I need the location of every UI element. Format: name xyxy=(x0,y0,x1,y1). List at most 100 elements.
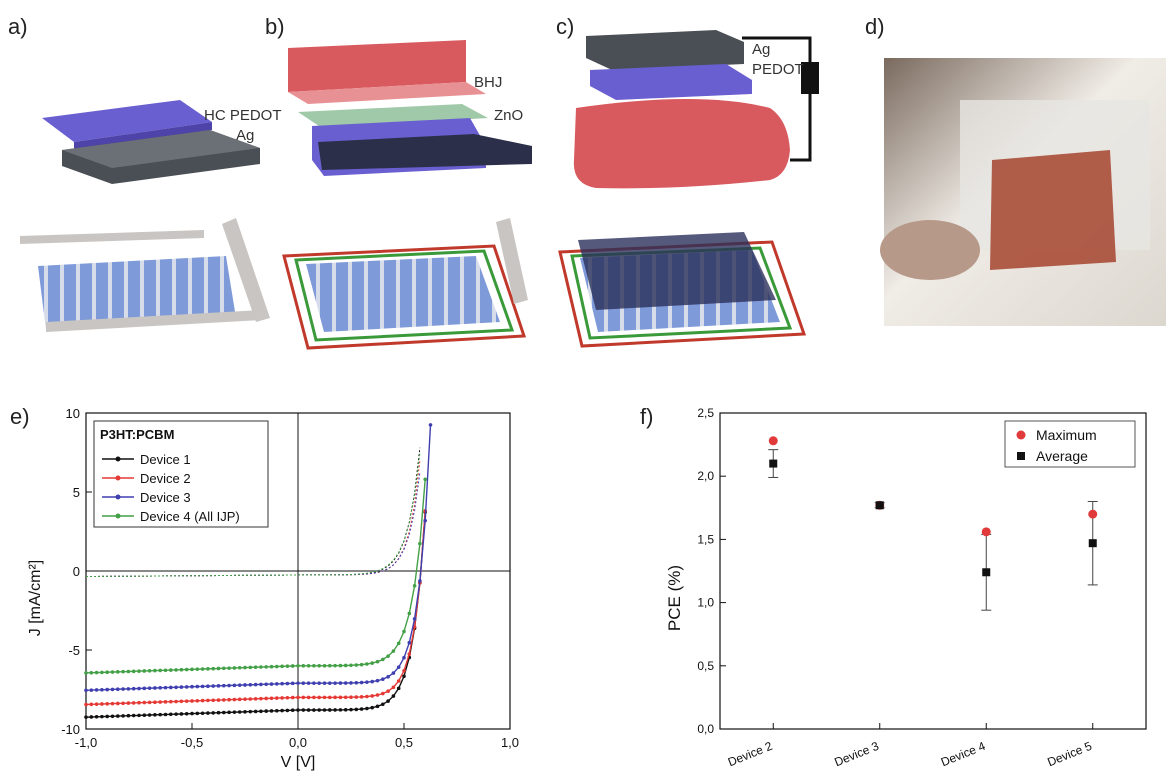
pce-chart: 0,0 0,5 1,0 1,5 2,0 2,5 Device 2 Device 3 Device… xyxy=(665,406,1147,770)
busbar-top xyxy=(20,230,204,244)
e-point xyxy=(94,714,99,719)
e-point xyxy=(237,683,242,687)
e-point xyxy=(89,688,94,692)
panel-b-layer1-label: BHJ xyxy=(474,74,502,91)
e-point xyxy=(396,665,401,669)
e-point xyxy=(333,663,337,668)
e-ytick-label: 5 xyxy=(73,485,80,500)
e-point xyxy=(264,709,269,713)
e-point xyxy=(301,663,306,668)
e-point xyxy=(100,687,104,692)
e-point xyxy=(174,668,178,672)
electrode-grid-b xyxy=(306,256,500,332)
e-point xyxy=(190,667,194,672)
e-point xyxy=(169,712,173,717)
e-point xyxy=(343,681,348,685)
e-point xyxy=(110,670,115,674)
panel-b-stack: BHJ ZnO xyxy=(288,40,532,176)
e-point xyxy=(174,685,178,690)
f-max-point xyxy=(768,436,778,446)
e-point xyxy=(349,695,353,699)
f-ytick-label: 0,0 xyxy=(697,722,714,736)
e-point xyxy=(365,694,369,699)
legend-title: P3HT:PCBM xyxy=(100,427,174,442)
load-resistor xyxy=(801,62,819,94)
e-point xyxy=(243,665,247,670)
f-xtick-label: Device 5 xyxy=(1045,739,1094,770)
e-point xyxy=(94,670,99,675)
e-point xyxy=(354,680,359,685)
e-point xyxy=(312,681,316,685)
e-point xyxy=(264,682,269,687)
e-point xyxy=(131,701,136,705)
e-point xyxy=(84,671,88,675)
e-point xyxy=(328,695,332,700)
e-point xyxy=(259,709,263,714)
e-point xyxy=(370,661,375,665)
e-point xyxy=(259,682,263,687)
e-point xyxy=(94,702,99,706)
legend-label-2: Device 2 xyxy=(140,471,191,486)
legend-label-1: Device 1 xyxy=(140,452,191,467)
e-point xyxy=(381,691,385,696)
e-point xyxy=(184,699,189,703)
e-point xyxy=(322,663,327,668)
e-point xyxy=(200,711,205,716)
e-point xyxy=(195,684,200,689)
e-point xyxy=(253,665,258,670)
e-point xyxy=(100,714,104,719)
legend-marker-3 xyxy=(115,494,121,500)
e-xlabel: V [V] xyxy=(281,754,316,771)
e-ytick-label: -10 xyxy=(61,722,80,737)
e-point xyxy=(169,668,173,672)
e-point xyxy=(142,713,147,717)
e-point xyxy=(216,698,221,702)
e-point xyxy=(338,681,343,685)
e-point xyxy=(232,697,237,702)
jv-chart: -1,0 -0,5 0,0 0,5 1,0 -10 -5 0 5 10 P3HT:PCBM Dev… xyxy=(27,406,519,771)
e-point xyxy=(407,640,412,645)
e-point xyxy=(280,708,284,713)
panel-a-layer2-label: Ag xyxy=(236,127,254,144)
panel-b-layer2-label: ZnO xyxy=(494,107,523,124)
e-point xyxy=(105,687,109,692)
e-point xyxy=(396,686,401,691)
e-point xyxy=(126,687,131,691)
e-point xyxy=(349,663,353,668)
e-point xyxy=(296,695,300,700)
e-point xyxy=(211,711,215,715)
e-point xyxy=(375,678,380,683)
e-point xyxy=(243,683,247,687)
e-point xyxy=(253,697,258,701)
pce-legend: Maximum Average xyxy=(1004,420,1136,468)
e-point xyxy=(322,695,327,700)
e-point xyxy=(248,709,253,714)
e-point xyxy=(222,698,226,702)
f-avg-point xyxy=(1088,539,1097,548)
f-ytick-label: 1,5 xyxy=(697,532,714,546)
e-point xyxy=(407,652,412,656)
e-point xyxy=(110,701,115,706)
e-point xyxy=(402,668,406,673)
e-point xyxy=(211,684,215,688)
e-point xyxy=(142,686,147,691)
e-point xyxy=(147,686,152,690)
legend-label-3: Device 3 xyxy=(140,490,191,505)
e-point xyxy=(248,697,253,701)
e-point xyxy=(116,687,120,692)
e-point xyxy=(216,710,221,715)
e-point xyxy=(195,698,200,703)
e-point xyxy=(402,655,406,660)
pedot-top xyxy=(590,64,752,100)
e-point xyxy=(126,713,131,718)
e-point xyxy=(147,668,152,673)
e-point xyxy=(259,665,263,669)
e-point xyxy=(312,708,316,712)
e-point xyxy=(306,695,311,700)
legend-marker-2 xyxy=(115,475,121,481)
e-point xyxy=(216,684,221,688)
e-point xyxy=(280,664,284,669)
e-point xyxy=(275,664,279,669)
e-point xyxy=(137,700,141,705)
e-point xyxy=(222,683,226,688)
